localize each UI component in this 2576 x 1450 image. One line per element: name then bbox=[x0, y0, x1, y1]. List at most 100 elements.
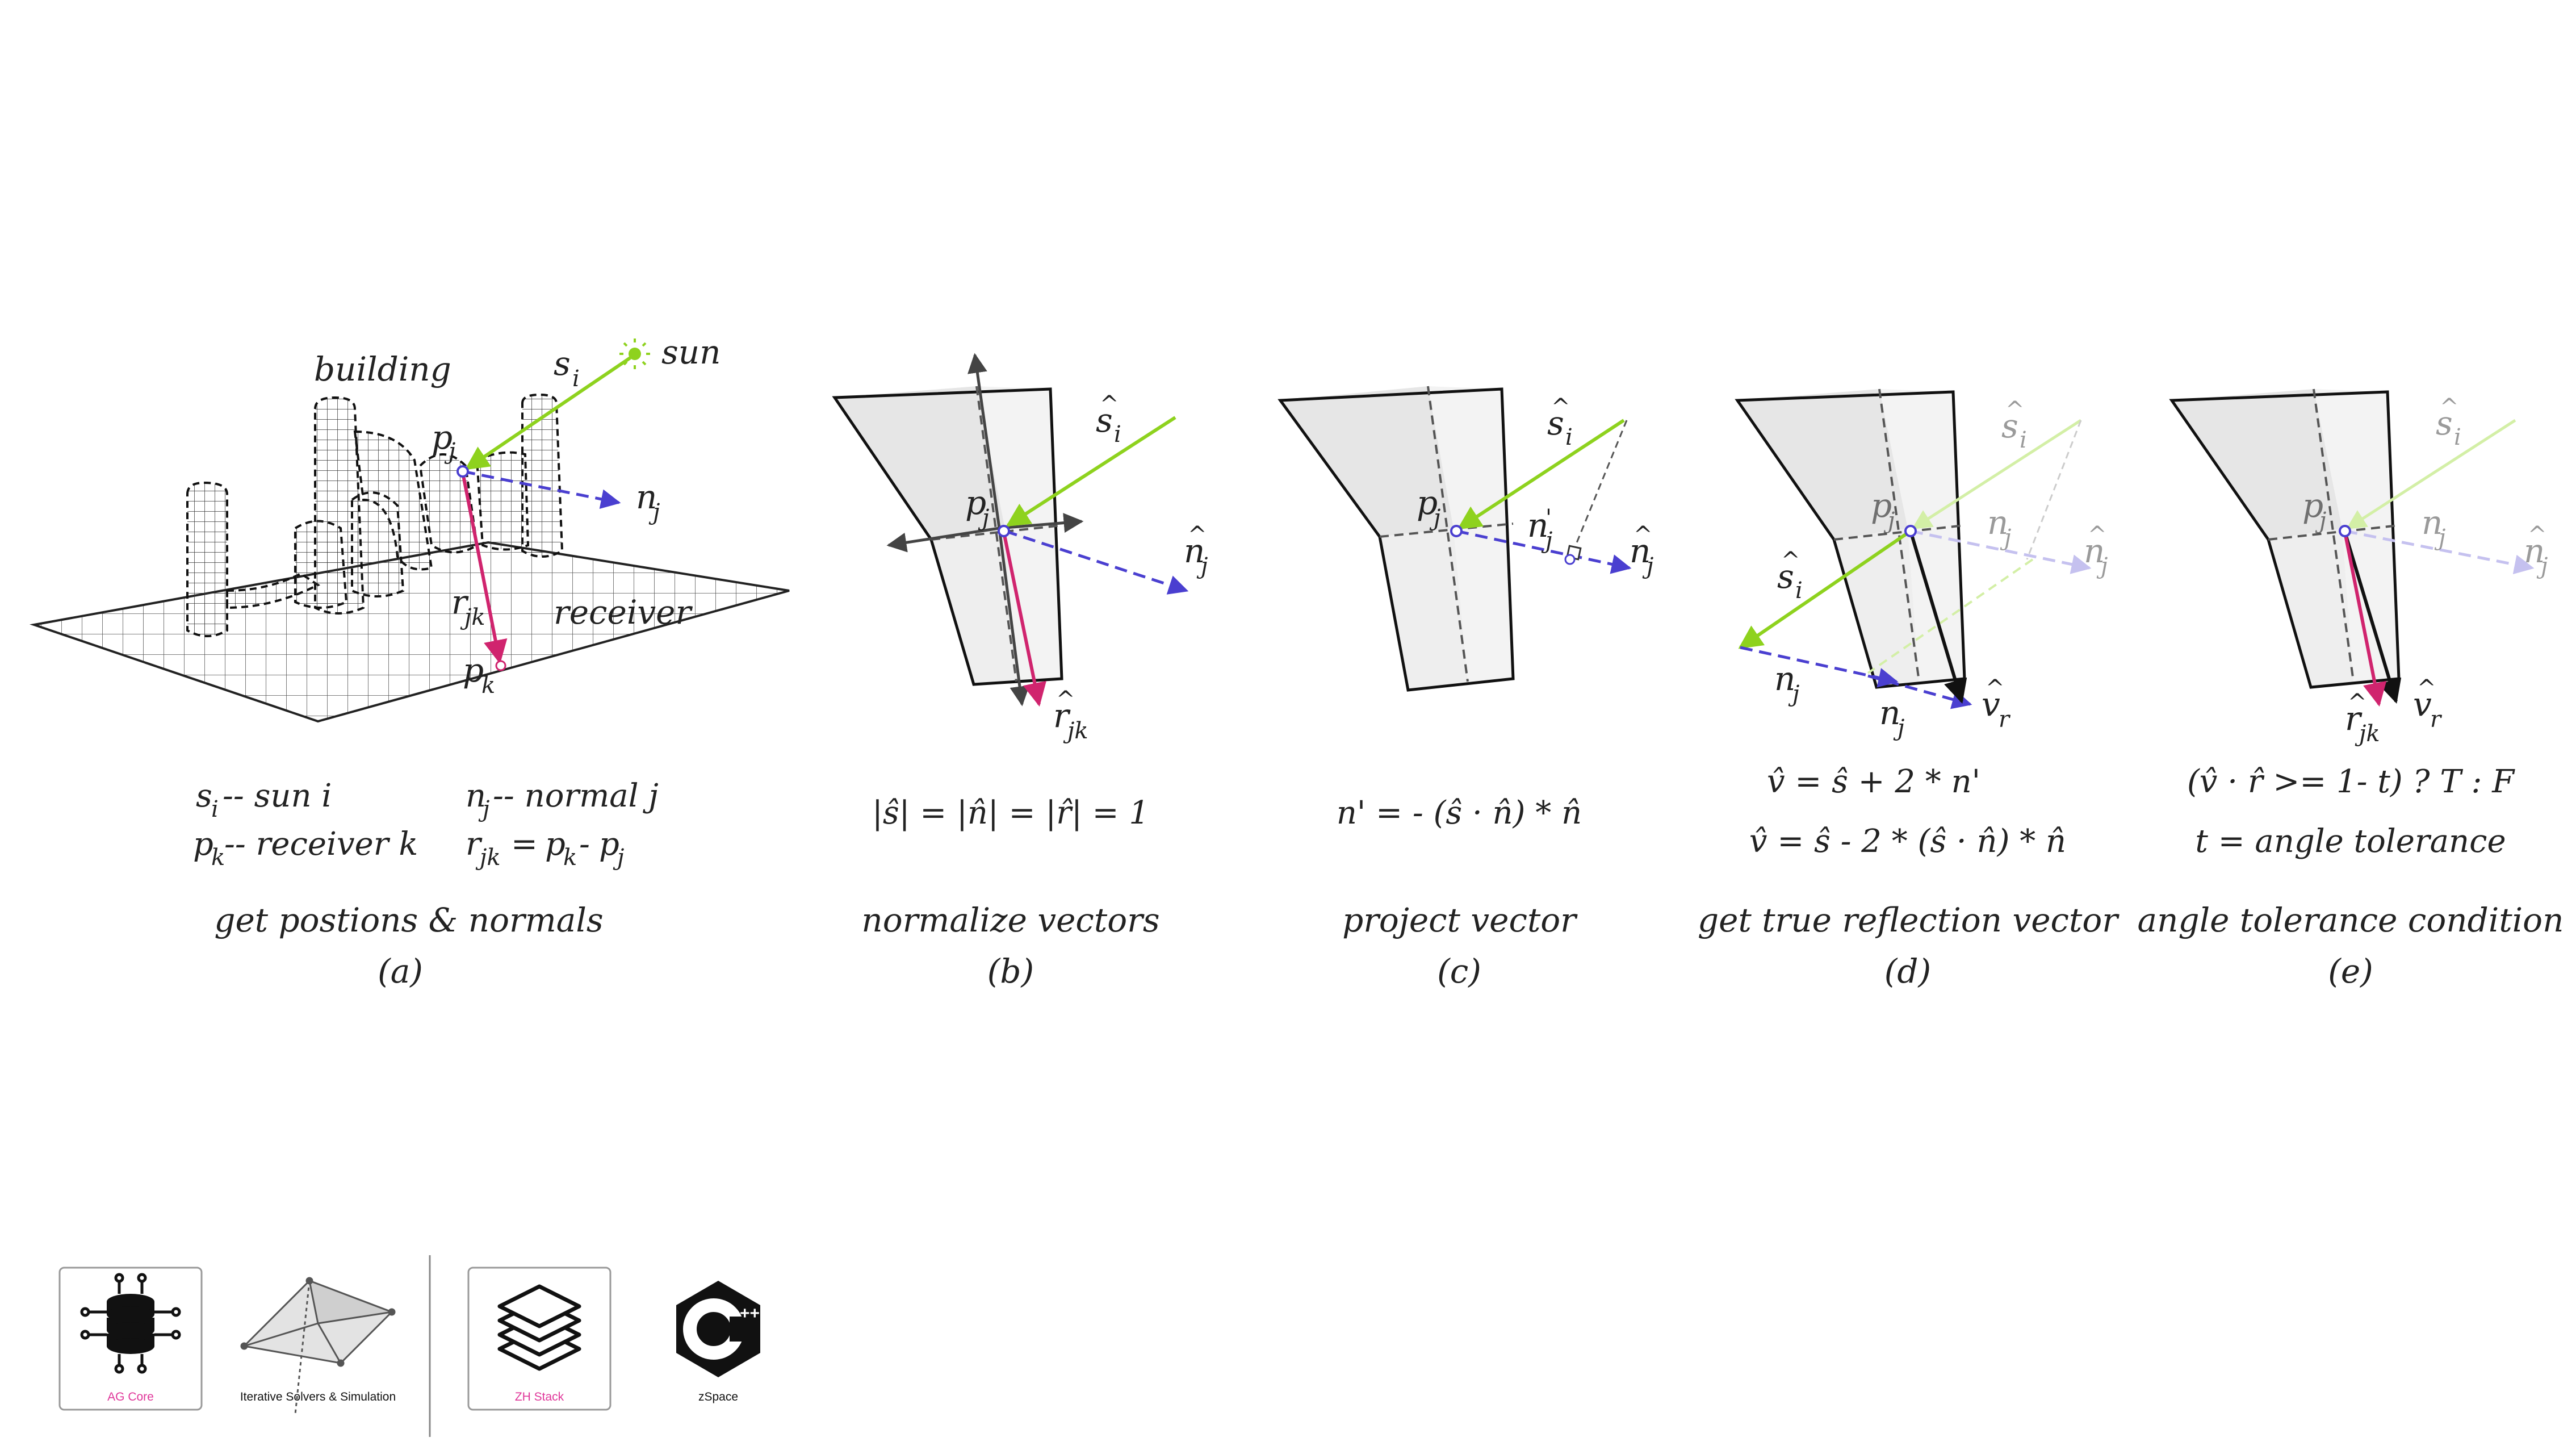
panel-surface-e-dark bbox=[2172, 389, 2342, 540]
hat-glyph-d-v: ^ bbox=[1986, 675, 2005, 701]
hat-glyph-c-s: ^ bbox=[1551, 394, 1570, 420]
normal-vector-c bbox=[1456, 529, 1632, 574]
building-label: building bbox=[314, 350, 451, 388]
s-i-sub-a: i bbox=[572, 366, 580, 392]
fold-line-b bbox=[975, 386, 1017, 682]
panel-surface-d-lower bbox=[1834, 528, 1919, 687]
s-left-sub-d: i bbox=[1795, 578, 1803, 604]
sun-vector-c bbox=[1457, 419, 1625, 530]
iterative-solvers-label: Iterative Solvers & Simulation bbox=[240, 1390, 396, 1403]
panel-surface-e-lower bbox=[2268, 528, 2353, 687]
n-j-label-a: n bbox=[636, 478, 657, 516]
panel-d: s i ^ n j n j ^ p j s i ^ n j n j v r ^ … bbox=[1698, 388, 2120, 991]
legend-r-minus: - bbox=[579, 826, 590, 863]
receiver-label: receiver bbox=[554, 593, 693, 632]
panel-a: building sun receiver s i p j n j r jk p… bbox=[30, 333, 790, 991]
receiver-vector-a bbox=[461, 472, 508, 665]
hat-glyph-c-n: ^ bbox=[1633, 522, 1653, 548]
sun-icon bbox=[629, 348, 641, 360]
n-prime-vector-1-d bbox=[1740, 646, 1899, 688]
reflection-vector-e bbox=[2343, 532, 2402, 704]
logo-strip: AG Core Iterative Solvers & Simulation Z… bbox=[58, 1255, 760, 1437]
panel-surface-b-dark bbox=[835, 386, 1005, 540]
panel-c: s i ^ p j n j ' n j ^ n' = - (ŝ · n̂) * … bbox=[1277, 386, 1653, 991]
n-hat-label-c: n bbox=[1630, 532, 1651, 570]
sun-vector-a bbox=[464, 356, 631, 470]
caption-c: project vector bbox=[1342, 901, 1578, 939]
legend-s-text: -- sun i bbox=[223, 778, 332, 814]
projection-line-c bbox=[1569, 420, 1628, 560]
legend-s-sub: i bbox=[211, 796, 219, 822]
s-top-label-d: s bbox=[2001, 407, 2018, 445]
axis-right-b bbox=[999, 513, 1084, 533]
s-hat-sub-c: i bbox=[1565, 424, 1573, 450]
panel-outline-d bbox=[1735, 390, 1966, 689]
point-pk-a bbox=[495, 660, 506, 671]
equation-1-e: (v̂ · r̂ >= 1- t) ? T : F bbox=[2187, 763, 2515, 800]
cross-line-b bbox=[931, 524, 1062, 541]
r-label-e: r bbox=[2345, 699, 2363, 738]
reflection-vector-d bbox=[1909, 530, 1967, 704]
projection-line-faded-d bbox=[2026, 420, 2082, 560]
normal-vector-faded-d bbox=[1910, 529, 2092, 574]
normal-vector-faded-e bbox=[2344, 529, 2535, 575]
equation-2-d: v̂ = ŝ - 2 * (ŝ · n̂) * n̂ bbox=[1749, 823, 2066, 860]
hat-glyph-e-r: ^ bbox=[2348, 690, 2367, 716]
normal-vector-a bbox=[462, 470, 621, 509]
n-hat-label-b: n bbox=[1184, 532, 1205, 570]
equation-2-e: t = angle tolerance bbox=[2195, 823, 2506, 860]
s-sub-e: i bbox=[2454, 424, 2461, 450]
legend-p-sub: k bbox=[211, 845, 225, 871]
cross-line-d bbox=[1833, 524, 1965, 541]
hat-glyph-d-s-left: ^ bbox=[1781, 548, 1800, 574]
panel-surface-d-light bbox=[1879, 389, 1965, 682]
s-hat-label-c: s bbox=[1547, 404, 1564, 442]
legend-r-lhs: r bbox=[466, 826, 483, 863]
np-bot-label-d: n bbox=[1879, 693, 1900, 732]
legend-p-sym: p bbox=[193, 826, 213, 863]
sun-vector-b bbox=[1006, 416, 1176, 527]
sun-vector-faded-d bbox=[1912, 419, 2082, 530]
v-sub-e: r bbox=[2430, 707, 2443, 733]
tag-c: (c) bbox=[1437, 952, 1481, 991]
caption-d: get true reflection vector bbox=[1698, 901, 2120, 939]
panel-surface-c-light bbox=[1428, 386, 1513, 682]
prime-glyph-c: ' bbox=[1545, 505, 1552, 531]
np-label-e: n bbox=[2422, 503, 2443, 542]
cross-line-c bbox=[1379, 523, 1514, 538]
hat-glyph-e-s: ^ bbox=[2440, 394, 2459, 420]
tag-e: (e) bbox=[2328, 952, 2373, 991]
sun-copy-faded-d bbox=[1867, 558, 2034, 674]
hat-glyph-b-s: ^ bbox=[1100, 391, 1119, 417]
faded-labels-d: s i ^ n j n j ^ bbox=[1987, 397, 2108, 579]
receiver-ground-plane bbox=[30, 541, 790, 723]
hat-glyph-d-n-top: ^ bbox=[2088, 522, 2107, 548]
sun-vector-d bbox=[1738, 529, 1912, 649]
p-label-b: p bbox=[965, 483, 986, 522]
n-top-label-d: n bbox=[2084, 532, 2105, 570]
panel-outline-e bbox=[2169, 390, 2401, 689]
equation-c: n' = - (ŝ · n̂) * n̂ bbox=[1337, 795, 1582, 831]
panel-outline-c bbox=[1277, 387, 1515, 692]
cross-line-e bbox=[2268, 524, 2399, 541]
r-hat-sub-b: jk bbox=[1063, 718, 1088, 744]
p-label-d: p bbox=[1871, 486, 1892, 525]
axis-left-b bbox=[886, 526, 1000, 553]
zh-stack-label: ZH Stack bbox=[515, 1390, 564, 1403]
v-sub-d: r bbox=[1999, 707, 2011, 733]
equation-1-d: v̂ = ŝ + 2 * n' bbox=[1767, 763, 1980, 800]
legend-r-a: p bbox=[545, 826, 566, 863]
s-label-e: s bbox=[2436, 404, 2453, 442]
legend-a: s i -- sun i n j -- normal j p k -- rece… bbox=[193, 778, 659, 871]
hat-glyph-d-s-top: ^ bbox=[2005, 397, 2025, 423]
layers-stack-icon bbox=[497, 1284, 581, 1371]
v-label-e: v bbox=[2413, 685, 2432, 724]
n-prime-label-c: n bbox=[1527, 506, 1548, 545]
p-label-c: p bbox=[1417, 483, 1438, 522]
panel-b: s i ^ p j n j ^ r jk ^ |ŝ| = |n̂| = |r̂|… bbox=[832, 353, 1208, 991]
point-proj-c bbox=[1564, 554, 1576, 565]
s-left-label-d: s bbox=[1777, 557, 1794, 596]
mesh-solver-icon bbox=[240, 1277, 396, 1415]
equation-b: |ŝ| = |n̂| = |r̂| = 1 bbox=[872, 795, 1149, 831]
